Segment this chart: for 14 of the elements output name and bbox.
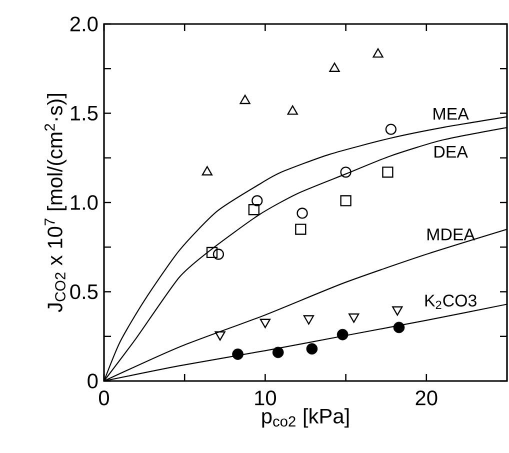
x-tick-label: 10: [255, 390, 276, 406]
x-tick-label: 20: [416, 390, 438, 406]
legend-label: DEA: [434, 146, 468, 158]
legend-label: MEA: [434, 108, 469, 120]
y-tick-label: 1.0: [70, 195, 98, 210]
y-tick-label: 1.5: [70, 106, 98, 121]
y-tick-label: 0.5: [70, 284, 98, 300]
y-tick-label: 0: [88, 374, 98, 388]
series-label: MDEA: [428, 228, 476, 240]
y-tick-label: 2.0: [70, 16, 98, 32]
x-tick-label: 0: [98, 390, 109, 406]
legend-label: K$_{2}$CO3: [425, 294, 476, 309]
y-axis-title: J$_{CO2}$ x 10$^{7}$ [mol/(cm$^{2}$·s)]: [44, 94, 67, 312]
x-axis-title: p$_{co2}$ [kPa]: [262, 408, 349, 428]
